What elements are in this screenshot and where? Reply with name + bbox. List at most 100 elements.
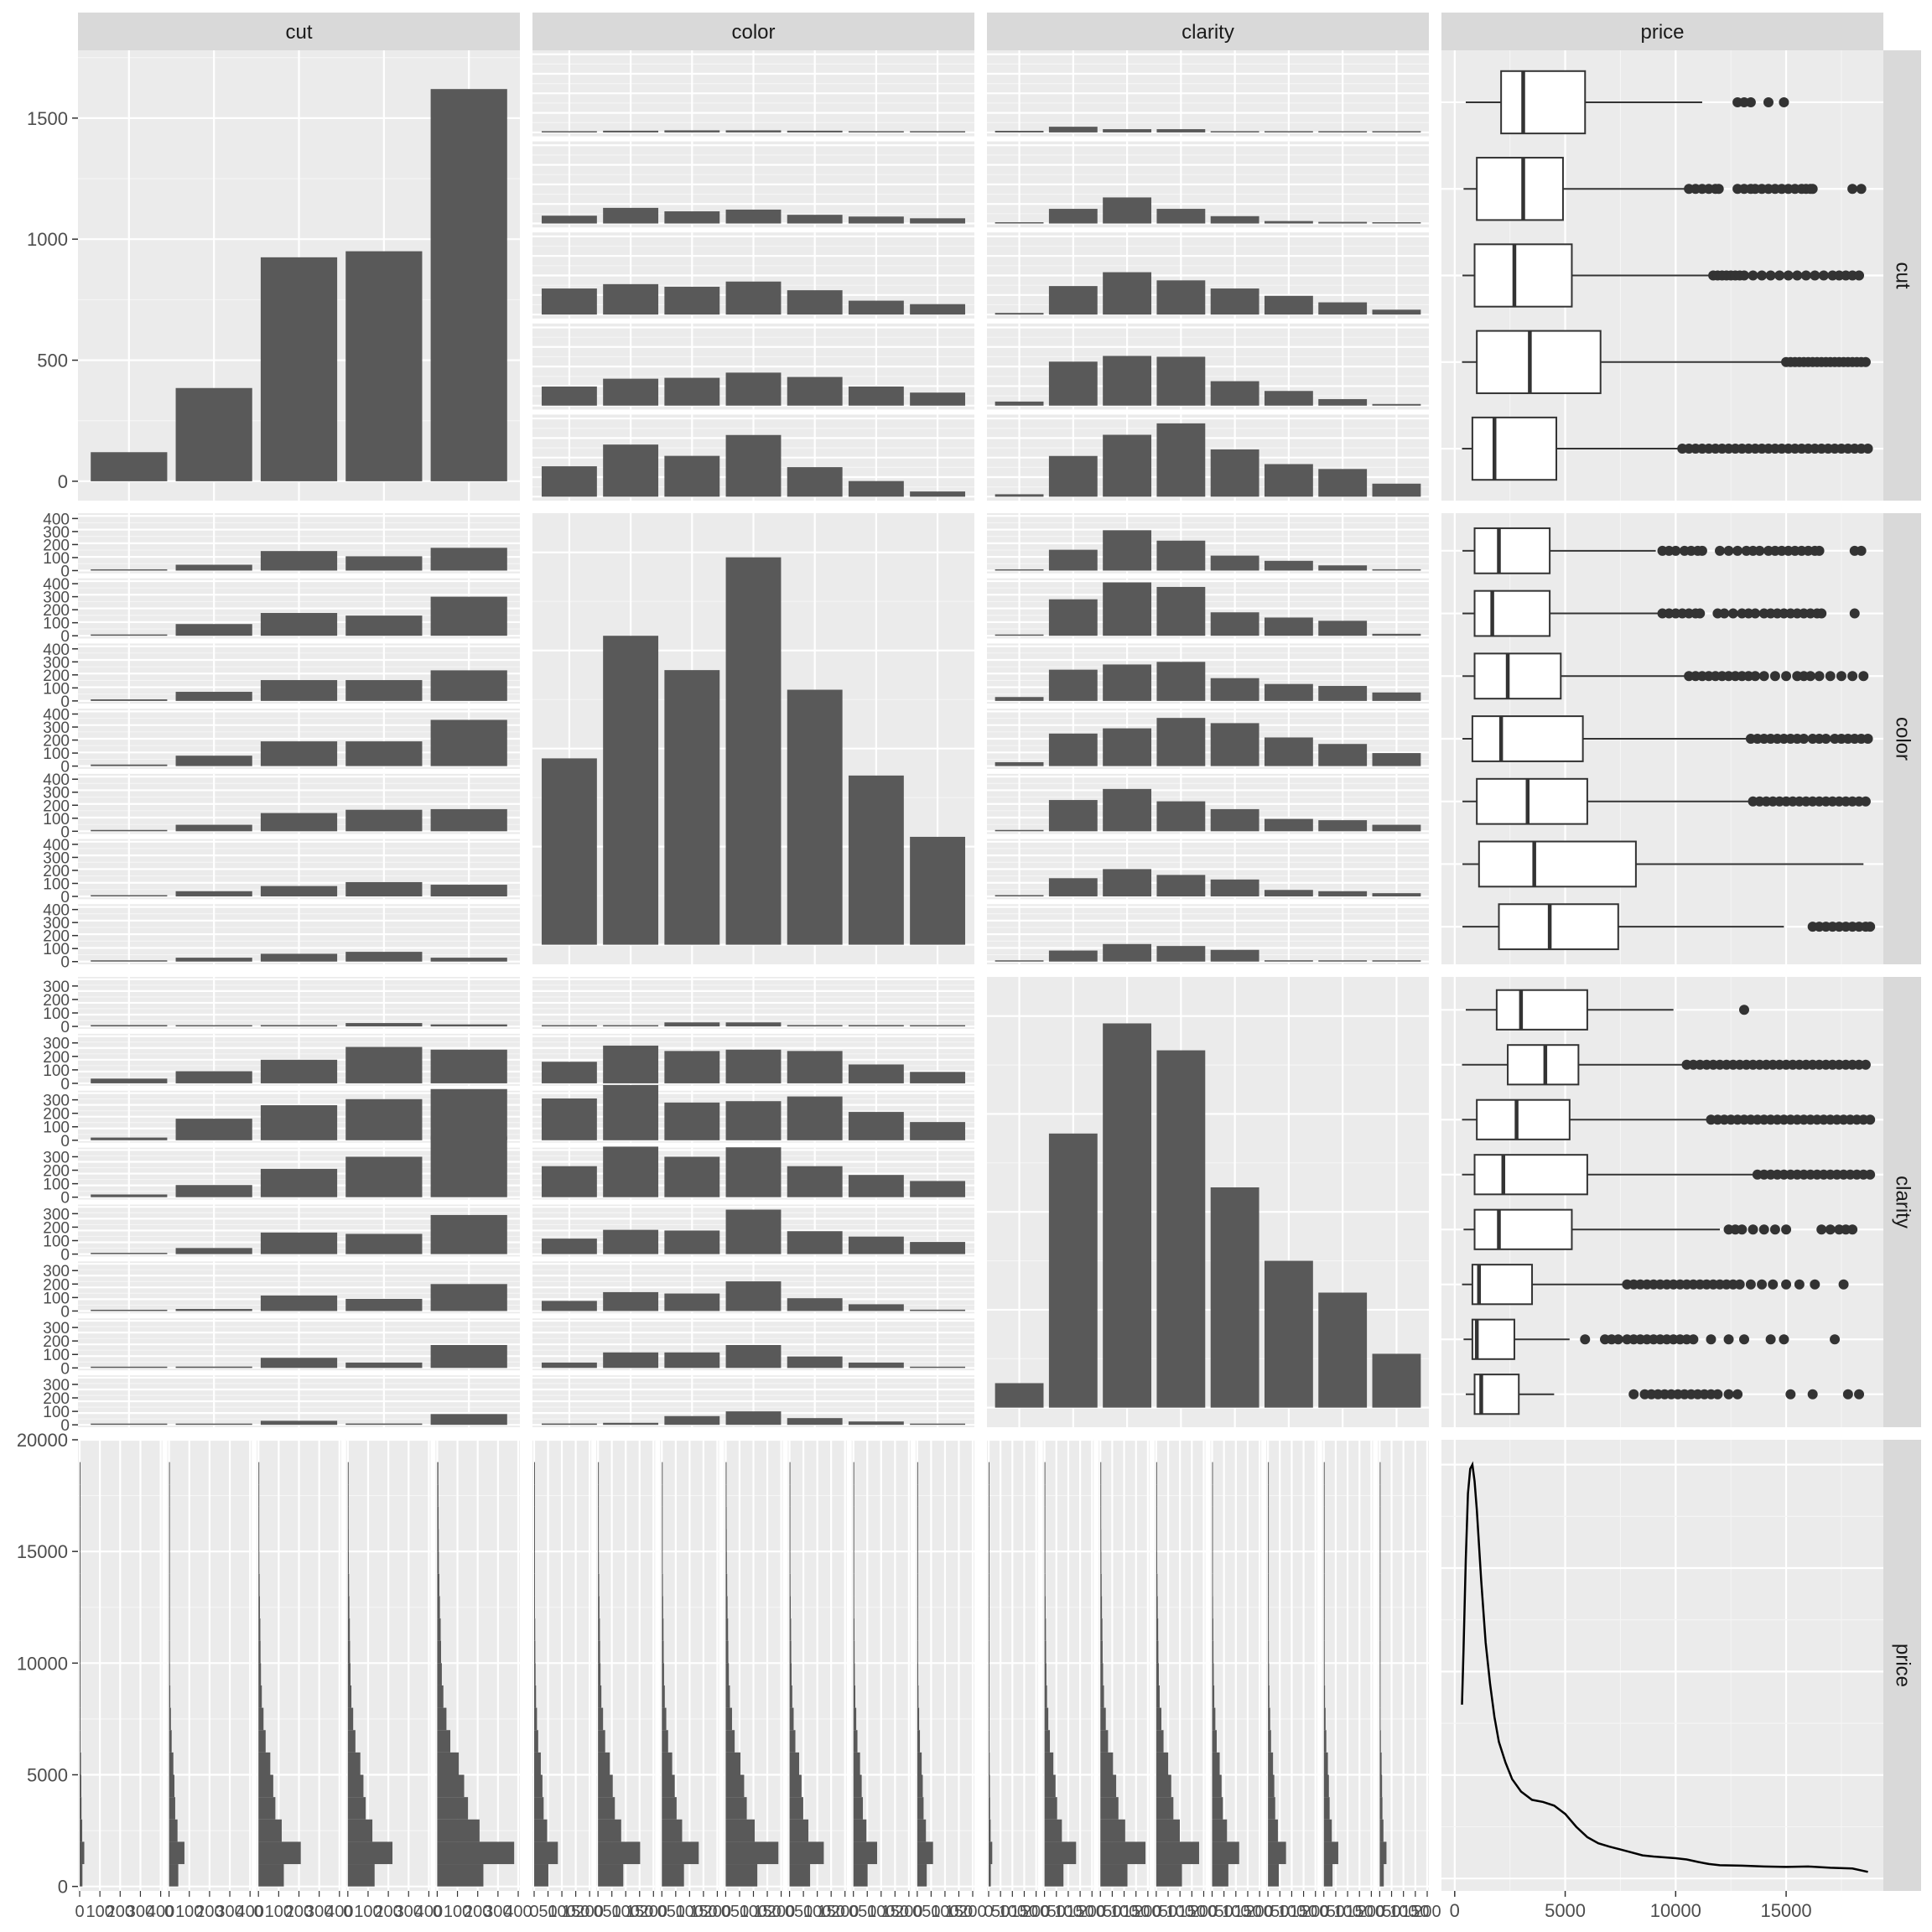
x-tick-label: 50: [1103, 1903, 1121, 1921]
clarity-color-bar: [787, 1051, 843, 1083]
price-by-color-outlier: [1695, 608, 1706, 619]
price-color-hist-bar: [725, 1618, 729, 1641]
x-tick-label: 400: [236, 1903, 264, 1921]
price-clarity-hist-bar: [1044, 1752, 1054, 1775]
clarity-color-bar: [910, 1122, 966, 1140]
color-clarity-bar: [1264, 617, 1313, 636]
y-tick-label: 300: [43, 785, 70, 802]
cut-color-bar: [603, 378, 659, 406]
price-color-hist-bar: [598, 1551, 600, 1574]
price-clarity-hist-bar: [1044, 1618, 1046, 1641]
price-by-cut-outlier: [1860, 356, 1871, 367]
clarity-color-bar: [848, 1175, 904, 1197]
price-cut-hist-bar: [169, 1618, 170, 1641]
y-tick-label: 300: [43, 719, 70, 737]
price-color-hist-bar: [598, 1529, 600, 1552]
price-by-color-outlier: [1825, 671, 1836, 682]
price-by-color-box: [1471, 715, 1584, 762]
x-tick-label: 200: [704, 1903, 731, 1921]
price-by-cut-box: [1500, 70, 1587, 135]
price-by-color-outlier: [1820, 734, 1831, 744]
price-color-hist-bar: [598, 1752, 610, 1775]
price-by-color-outlier: [1719, 608, 1730, 619]
color-cut-bar: [175, 564, 252, 571]
color-clarity-bar: [995, 634, 1044, 636]
cut-clarity-bar: [1156, 129, 1206, 132]
clarity-color-bar: [664, 1415, 720, 1426]
color-clarity-bar: [1103, 728, 1152, 766]
price-by-clarity-outlier: [1706, 1334, 1716, 1345]
price-clarity-hist-bar: [1212, 1841, 1239, 1865]
y-tick-label: 0: [58, 1877, 68, 1898]
price-clarity-hist-bar: [1268, 1640, 1270, 1664]
price-cut-hist-bar: [347, 1618, 351, 1641]
price-clarity-hist-bar: [1379, 1506, 1381, 1530]
clarity-cut-bar: [430, 1414, 507, 1426]
price-color-hist-bar: [662, 1841, 699, 1865]
clarity-count-bar: [1048, 1133, 1098, 1408]
price-cut-hist-bar: [169, 1484, 170, 1507]
price-clarity-hist-bar: [989, 1774, 990, 1798]
color-clarity-bar: [1210, 808, 1259, 832]
price-by-cut-outlier: [1713, 184, 1724, 195]
cut-clarity-bar: [1318, 221, 1368, 224]
x-tick-label: 100: [265, 1903, 293, 1921]
column-strip-label: clarity: [1182, 21, 1234, 44]
price-cut-hist-bar: [258, 1551, 260, 1574]
price-clarity-hist-bar: [1268, 1819, 1278, 1842]
price-color-hist-bar: [917, 1573, 918, 1597]
cut-clarity-bar: [1048, 209, 1098, 224]
color-count-bar: [541, 758, 597, 945]
price-clarity-hist-bar: [1268, 1707, 1270, 1731]
cut-color-bar: [910, 131, 966, 132]
price-by-cut-outlier: [1854, 270, 1865, 281]
color-cut-bar: [345, 809, 423, 832]
price-clarity-hist-bar: [1379, 1685, 1381, 1708]
price-cut-hist-bar: [258, 1663, 262, 1685]
color-cut-bar: [175, 891, 252, 897]
price-cut-hist-bar: [437, 1618, 441, 1641]
price-color-hist-bar: [789, 1462, 791, 1485]
price-color-hist-bar: [789, 1730, 796, 1753]
price-color-hist-bar: [917, 1462, 918, 1485]
price-cut-hist-bar: [437, 1730, 451, 1753]
cut-clarity-bar: [1103, 129, 1152, 132]
color-cut-bar: [91, 764, 168, 766]
price-cut-hist-bar: [80, 1864, 83, 1887]
cut-clarity-bar: [1048, 455, 1098, 497]
color-clarity-bar: [995, 761, 1044, 766]
price-clarity-hist-bar: [1212, 1819, 1228, 1842]
price-color-hist-bar: [725, 1819, 755, 1842]
price-color-hist-bar: [789, 1573, 791, 1597]
price-cut-hist-bar: [347, 1596, 350, 1619]
y-tick-label: 0: [60, 628, 70, 646]
x-tick-label: 200: [895, 1903, 922, 1921]
row-strip: [1883, 977, 1921, 1427]
y-tick-label: 100: [43, 876, 70, 894]
price-cut-hist-bar: [258, 1484, 260, 1507]
price-color-hist-bar: [917, 1819, 927, 1842]
price-color-hist-bar: [662, 1685, 665, 1708]
price-cut-hist-bar: [347, 1529, 349, 1552]
price-by-clarity-outlier: [1769, 1224, 1780, 1235]
price-cut-hist-bar: [80, 1774, 81, 1798]
price-color-hist-bar: [789, 1596, 792, 1619]
color-clarity-bar: [1103, 582, 1152, 636]
cut-clarity-bar: [1264, 131, 1313, 132]
color-cut-bar: [91, 634, 168, 636]
price-clarity-hist-bar: [1323, 1864, 1333, 1887]
clarity-cut-bar: [91, 1194, 168, 1197]
price-color-hist-bar: [853, 1864, 868, 1887]
cut-clarity-bar: [1156, 280, 1206, 315]
clarity-cut-bar: [91, 1078, 168, 1083]
clarity-color-bar: [910, 1423, 966, 1426]
price-color-hist-bar: [725, 1462, 727, 1485]
color-clarity-bar: [1372, 692, 1421, 701]
cut-clarity-bar: [1103, 272, 1152, 315]
price-clarity-hist-bar: [1379, 1774, 1383, 1798]
x-tick-label: 50: [1215, 1903, 1233, 1921]
color-cut-bar: [260, 613, 338, 636]
price-color-hist-bar: [917, 1797, 924, 1820]
price-clarity-hist-bar: [1268, 1529, 1270, 1552]
price-clarity-hist-bar: [1323, 1730, 1327, 1753]
